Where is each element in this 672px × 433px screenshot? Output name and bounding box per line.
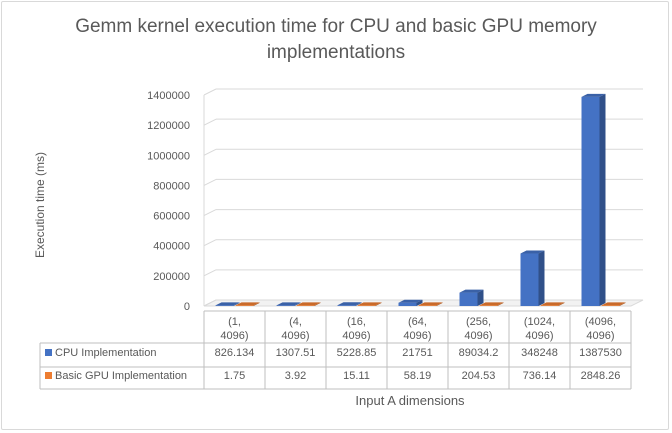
bar-cpu-top <box>398 299 423 303</box>
y-axis-label: Execution time (ms) <box>33 151 47 259</box>
legend-key-gpu <box>45 372 52 379</box>
bar-gpu-top <box>601 302 626 306</box>
data-label: 826.134 <box>215 347 255 359</box>
bar-cpu-side <box>538 250 545 306</box>
category-label: (256, 4096) <box>464 316 492 342</box>
bar-cpu-top <box>276 302 301 306</box>
bar-gpu <box>540 305 559 306</box>
bar-gpu-top <box>418 302 443 306</box>
gridline-side <box>203 118 217 126</box>
bar-cpu-side <box>233 302 240 306</box>
bar-cpu-side <box>294 302 301 306</box>
bar-cpu-top <box>337 302 362 306</box>
bar-gpu <box>357 305 376 306</box>
bar-cpu-top <box>459 289 484 293</box>
bar-gpu-side <box>253 302 260 306</box>
bar-cpu <box>337 305 356 306</box>
y-tick-label: 600000 <box>153 211 190 223</box>
bar-cpu <box>276 305 295 306</box>
bar-cpu-side <box>599 93 606 306</box>
gridline-side <box>203 209 217 217</box>
bar-cpu-side <box>477 289 484 306</box>
bar-gpu <box>296 305 315 306</box>
data-label: 736.14 <box>523 370 557 382</box>
data-label: 5228.85 <box>337 347 377 359</box>
legend-label: Basic GPU Implementation <box>55 370 187 382</box>
y-tick-label: 200000 <box>153 271 190 283</box>
legend-key-cpu <box>45 349 52 356</box>
data-label: 348248 <box>521 347 558 359</box>
category-label: (16, 4096) <box>342 316 370 342</box>
bar-cpu <box>520 253 539 306</box>
y-tick-label: 0 <box>184 301 190 313</box>
bar-cpu <box>215 305 234 306</box>
bar-cpu-side <box>355 302 362 306</box>
bar-gpu-side <box>436 302 443 306</box>
y-tick-label: 1400000 <box>147 90 190 102</box>
y-tick-label: 1200000 <box>147 120 190 132</box>
bar-gpu <box>418 305 437 306</box>
gridline-side <box>203 148 217 156</box>
y-tick-label: 800000 <box>153 180 190 192</box>
bar-gpu-top <box>540 302 565 306</box>
bar-gpu-side <box>375 302 382 306</box>
bar-gpu-side <box>314 302 321 306</box>
data-label: 21751 <box>402 347 433 359</box>
gridline-side <box>203 88 217 96</box>
category-label: (1, 4096) <box>220 316 248 342</box>
y-tick-label: 400000 <box>153 241 190 253</box>
bar-cpu <box>581 96 600 306</box>
bar-gpu <box>235 305 254 306</box>
category-label: (4096, 4096) <box>585 316 616 342</box>
chart-title: Gemm kernel execution time for CPU and b… <box>75 16 597 63</box>
category-label: (1024, 4096) <box>524 316 555 342</box>
bar-gpu-top <box>296 302 321 306</box>
bar-gpu-side <box>497 302 504 306</box>
data-label: 204.53 <box>462 370 496 382</box>
bar-gpu <box>601 305 620 306</box>
bar-gpu-side <box>558 302 565 306</box>
bar-cpu-top <box>215 302 240 306</box>
data-label: 1387530 <box>579 347 622 359</box>
bar-cpu <box>459 292 478 306</box>
bar-cpu-side <box>416 299 423 306</box>
bar-gpu-top <box>235 302 260 306</box>
bar-gpu-side <box>619 302 626 306</box>
data-label: 3.92 <box>285 370 306 382</box>
data-label: 58.19 <box>404 370 432 382</box>
bar-gpu-top <box>357 302 382 306</box>
data-label: 1307.51 <box>276 347 316 359</box>
bar-cpu <box>398 302 417 306</box>
bar-cpu-top <box>520 250 545 254</box>
data-label: 15.11 <box>343 370 370 382</box>
category-label: (64, 4096) <box>403 316 431 342</box>
gridline-side <box>203 239 217 247</box>
y-tick-label: 1000000 <box>147 150 190 162</box>
legend-label: CPU Implementation <box>55 347 157 359</box>
bar-cpu-top <box>581 93 606 97</box>
bar-gpu-top <box>479 302 504 306</box>
gridline-side <box>203 178 217 186</box>
data-label: 1.75 <box>224 370 245 382</box>
x-axis-label: Input A dimensions <box>355 393 465 408</box>
data-label: 2848.26 <box>581 370 621 382</box>
data-label: 89034.2 <box>459 347 499 359</box>
bar-gpu <box>479 305 498 306</box>
gridline-side <box>203 269 217 277</box>
category-label: (4, 4096) <box>281 316 309 342</box>
